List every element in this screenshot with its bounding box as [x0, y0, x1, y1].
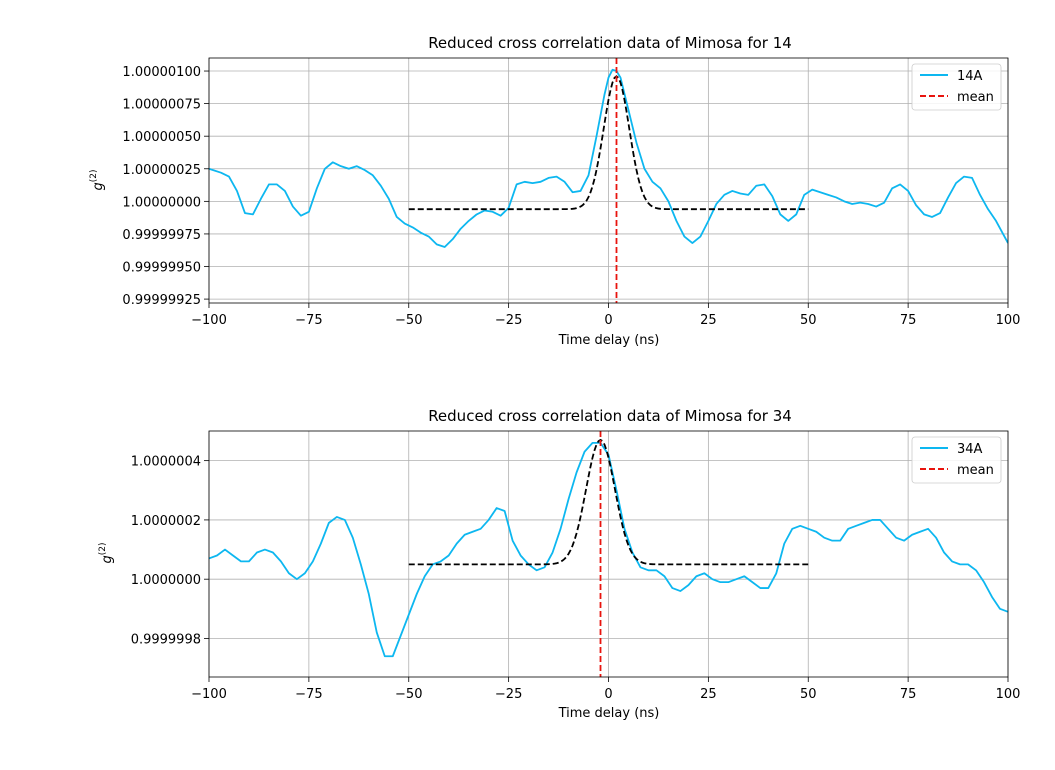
y-tick-label: 1.00000050 — [122, 130, 201, 145]
y-tick-label: 1.00000075 — [122, 98, 201, 113]
chart-panel-34: Reduced cross correlation data of Mimosa… — [98, 407, 1020, 721]
x-tick-label: 0 — [604, 687, 612, 702]
x-tick-label: 75 — [900, 313, 917, 328]
y-axis-label-base: g — [91, 182, 106, 190]
y-tick-label: 0.99999925 — [122, 293, 201, 308]
x-tick-label: −75 — [295, 313, 322, 328]
x-tick-label: −25 — [495, 687, 522, 702]
legend: 34A mean — [911, 436, 1002, 484]
y-tick-label: 1.0000002 — [131, 514, 201, 529]
x-tick-label: −100 — [191, 313, 227, 328]
x-tick-label: 25 — [700, 687, 717, 702]
x-tick-label: 50 — [800, 313, 817, 328]
x-tick-label: 100 — [996, 313, 1021, 328]
y-tick-label: 0.99999975 — [122, 228, 201, 243]
x-tick-label: 25 — [700, 313, 717, 328]
series-line-14a — [209, 68, 1008, 248]
chart-panel-14: Reduced cross correlation data of Mimosa… — [89, 34, 1020, 348]
x-tick-label: 50 — [800, 687, 817, 702]
y-axis-label-sup: (2) — [98, 542, 108, 555]
x-tick-label: 100 — [996, 687, 1021, 702]
y-tick-label: 1.00000025 — [122, 163, 201, 178]
legend-label-mean: mean — [957, 463, 994, 478]
y-tick-label: 1.00000000 — [122, 195, 201, 210]
fit-curve — [408, 75, 809, 211]
y-tick-label: 0.9999998 — [131, 632, 201, 647]
y-axis-label-base: g — [100, 555, 115, 563]
x-tick-label: −100 — [191, 687, 227, 702]
y-axis-label: g(2) — [89, 169, 106, 190]
y-tick-label: 0.99999950 — [122, 261, 201, 276]
y-axis-label-sup: (2) — [89, 169, 99, 182]
chart-title: Reduced cross correlation data of Mimosa… — [428, 407, 792, 425]
y-tick-label: 1.0000000 — [131, 573, 201, 588]
x-tick-label: −50 — [395, 687, 422, 702]
chart-title: Reduced cross correlation data of Mimosa… — [428, 34, 792, 52]
x-tick-label: −25 — [495, 313, 522, 328]
legend-label-34a: 34A — [957, 442, 983, 457]
fit-curve — [408, 438, 809, 566]
x-tick-label: 75 — [900, 687, 917, 702]
x-tick-label: −50 — [395, 313, 422, 328]
legend: 14A mean — [911, 63, 1002, 111]
legend-label-14a: 14A — [957, 69, 983, 84]
y-axis-label: g(2) — [98, 542, 115, 563]
y-tick-label: 1.0000004 — [131, 455, 201, 470]
x-tick-label: −75 — [295, 687, 322, 702]
x-axis-label: Time delay (ns) — [558, 333, 660, 348]
y-tick-label: 1.00000100 — [122, 65, 201, 80]
x-tick-label: 0 — [604, 313, 612, 328]
legend-label-mean: mean — [957, 90, 994, 105]
x-axis-label: Time delay (ns) — [558, 706, 660, 721]
